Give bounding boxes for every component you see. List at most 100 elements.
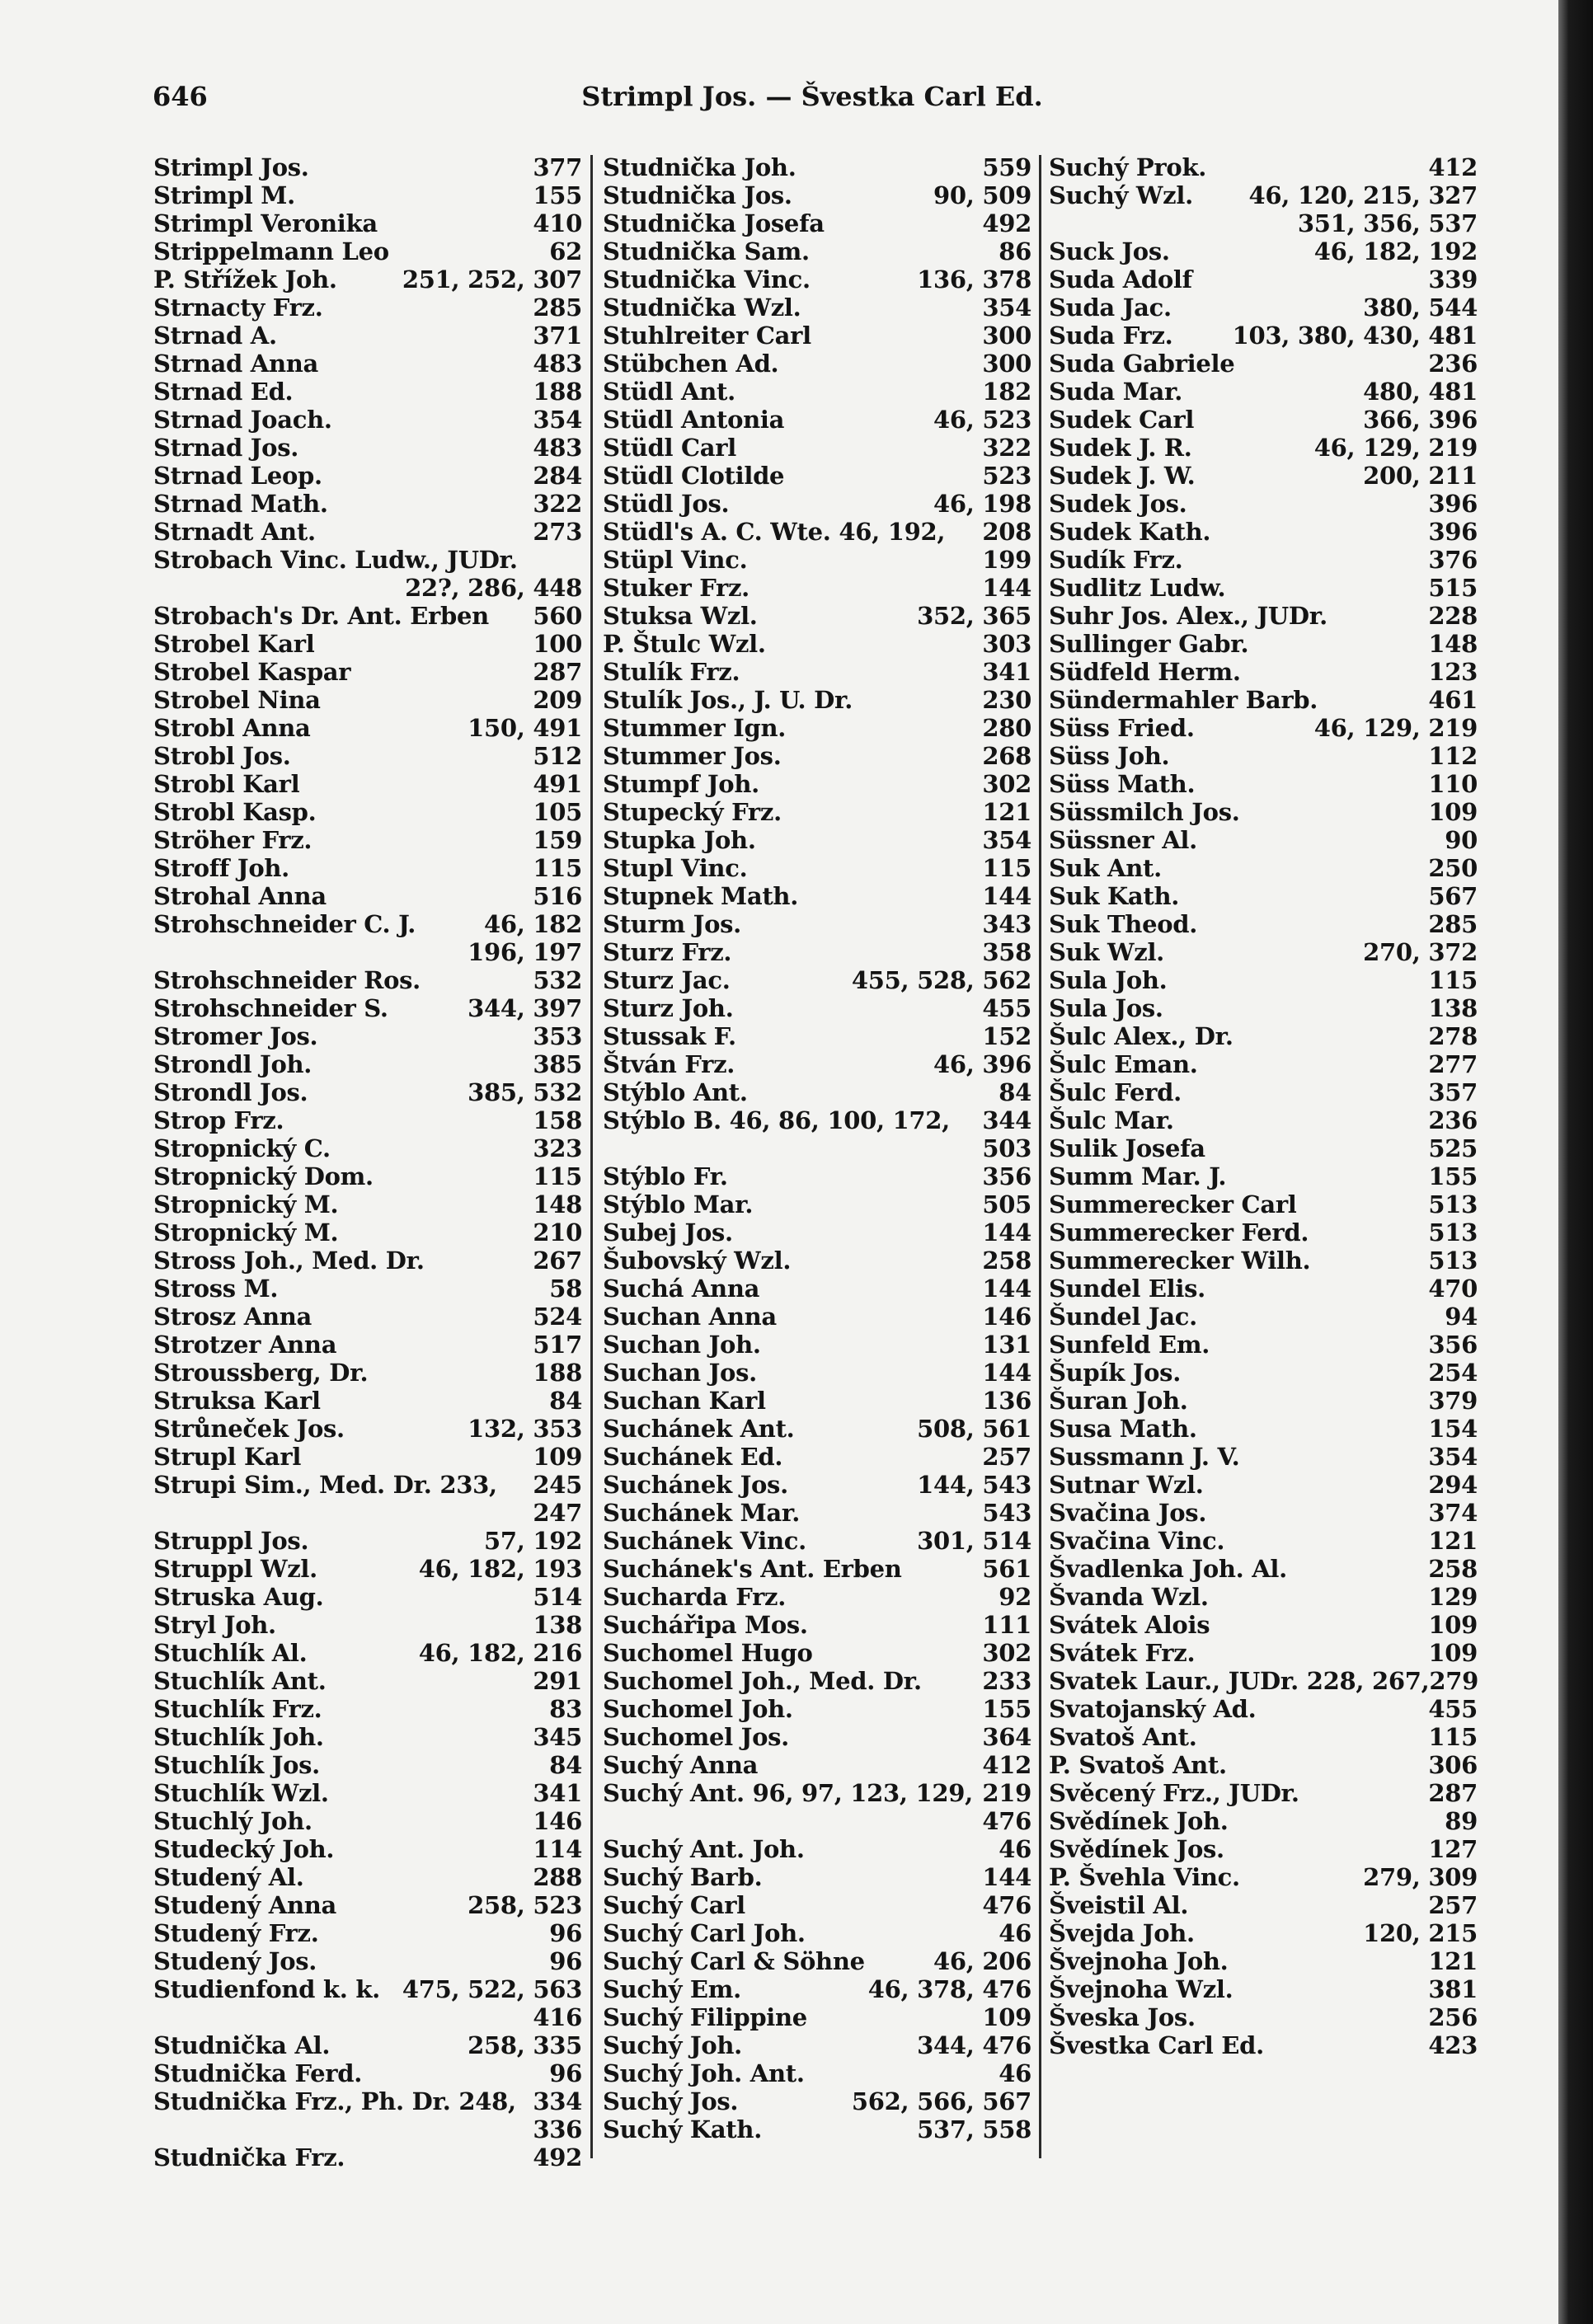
index-entry: Stuchlík Jos. 84 — [153, 1751, 582, 1779]
entry-pages: 277 — [1428, 1050, 1478, 1078]
entry-name: Stummer Jos. — [603, 742, 782, 770]
entry-name: Sundel Elis. — [1049, 1275, 1205, 1303]
entry-pages: 258 — [1428, 1555, 1478, 1583]
index-entry: Stýblo Fr. 356 — [603, 1162, 1031, 1190]
index-entry: Stýblo Ant. 84 — [603, 1078, 1031, 1106]
entry-name: Strnad A. — [153, 322, 277, 350]
index-entry-continuation: 336 — [153, 2115, 582, 2143]
entry-name: Suk Ant. — [1049, 854, 1162, 882]
entry-pages: 416 — [533, 2003, 582, 2031]
index-entry: Stulík Jos., J. U. Dr. 230 — [603, 686, 1031, 714]
entry-pages: 279, 309 — [1363, 1863, 1478, 1891]
entry-pages: 302 — [982, 770, 1031, 798]
entry-name: Strimpl M. — [153, 181, 295, 209]
index-entry: Stüdl Antonia 46, 523 — [603, 406, 1031, 434]
entry-pages: 109 — [533, 1443, 582, 1471]
entry-name: Südfeld Herm. — [1049, 658, 1241, 686]
index-entry: Sudek J. W. 200, 211 — [1049, 462, 1478, 490]
index-entry: Suchý Jos. 562, 566, 567 — [603, 2087, 1031, 2115]
entry-pages: 136 — [982, 1387, 1031, 1415]
index-entry: Sturz Jac. 455, 528, 562 — [603, 966, 1031, 994]
entry-name: Sudek Carl — [1049, 406, 1195, 434]
entry-pages: 148 — [1428, 630, 1478, 658]
entry-name: Stuchlík Frz. — [153, 1695, 322, 1723]
index-entry: Suhr Jos. Alex., JUDr. 228 — [1049, 602, 1478, 630]
entry-pages: 287 — [1428, 1779, 1478, 1807]
entry-pages: 46, 182, 193 — [418, 1555, 583, 1583]
entry-name: Sudek Kath. — [1049, 518, 1211, 546]
entry-name: Suchomel Joh. — [603, 1695, 793, 1723]
entry-pages: 188 — [533, 1359, 582, 1387]
index-entry: Suchan Karl 136 — [603, 1387, 1031, 1415]
entry-name: Stropnický C. — [153, 1134, 331, 1162]
entry-name: Stroff Joh. — [153, 854, 289, 882]
index-entry: Suda Adolf 339 — [1049, 265, 1478, 293]
entry-name: Stulík Jos., J. U. Dr. — [603, 686, 853, 714]
entry-name: Strobel Karl — [153, 630, 315, 658]
entry-name: Stüpl Vinc. — [603, 546, 748, 574]
entry-pages: 515 — [1428, 574, 1478, 602]
entry-name: Stupka Joh. — [603, 826, 756, 854]
index-entry: Suchý Filippine 109 — [603, 2003, 1031, 2031]
entry-name: Struska Aug. — [153, 1583, 324, 1611]
index-entry: Stummer Ign. 280 — [603, 714, 1031, 742]
entry-name: Strondl Jos. — [153, 1078, 308, 1106]
entry-pages: 354 — [533, 406, 582, 434]
entry-name: Stýblo B. 46, 86, 100, 172, — [603, 1106, 950, 1134]
entry-name: Šulc Eman. — [1049, 1050, 1198, 1078]
entry-pages: 287 — [533, 658, 582, 686]
entry-name: Strobel Kaspar — [153, 658, 351, 686]
entry-pages: 46 — [999, 1835, 1031, 1863]
index-entry: Suchánek's Ant. Erben 561 — [603, 1555, 1031, 1583]
entry-name: Suchý Joh. Ant. — [603, 2059, 805, 2087]
entry-name: Struksa Karl — [153, 1387, 321, 1415]
entry-name: Strobl Karl — [153, 770, 300, 798]
index-entry: Sturz Frz. 358 — [603, 938, 1031, 966]
entry-pages: 344, 397 — [468, 994, 582, 1022]
entry-pages: 96 — [549, 2059, 582, 2087]
entry-pages: 470 — [1428, 1275, 1478, 1303]
entry-name: Strohal Anna — [153, 882, 327, 910]
entry-name: Suchánek Ed. — [603, 1443, 783, 1471]
entry-name: Süss Math. — [1049, 770, 1196, 798]
entry-name: Strondl Joh. — [153, 1050, 312, 1078]
index-entry: Suchý Anna 412 — [603, 1751, 1031, 1779]
entry-pages: 381 — [1428, 1975, 1478, 2003]
entry-pages: 344, 476 — [917, 2031, 1031, 2059]
entry-name: Štván Frz. — [603, 1050, 735, 1078]
entry-name: Šulc Mar. — [1049, 1106, 1174, 1134]
index-entry: Stüdl Carl 322 — [603, 434, 1031, 462]
entry-pages: 89 — [1445, 1807, 1478, 1835]
entry-name: Švestka Carl Ed. — [1049, 2031, 1264, 2059]
entry-name: Stuchlík Wzl. — [153, 1779, 329, 1807]
entry-pages: 492 — [533, 2143, 582, 2171]
index-entry: Suchan Joh. 131 — [603, 1331, 1031, 1359]
entry-pages: 476 — [982, 1807, 1031, 1835]
entry-name: Suchý Barb. — [603, 1863, 763, 1891]
entry-name: P. Švehla Vinc. — [1049, 1863, 1240, 1891]
index-entry: Studený Al. 288 — [153, 1863, 582, 1891]
entry-pages: 357 — [1428, 1078, 1478, 1106]
entry-pages: 354 — [1428, 1443, 1478, 1471]
entry-name: Süssmilch Jos. — [1049, 798, 1240, 826]
index-entry: Sunfeld Em. 356 — [1049, 1331, 1478, 1359]
entry-name: Strotzer Anna — [153, 1331, 337, 1359]
entry-pages: 109 — [982, 2003, 1031, 2031]
entry-name: Studnička Ferd. — [153, 2059, 363, 2087]
index-entry: Stussak F. 152 — [603, 1022, 1031, 1050]
entry-name: Süssner Al. — [1049, 826, 1197, 854]
entry-name: Struppl Jos. — [153, 1527, 309, 1555]
entry-pages: 236 — [1428, 1106, 1478, 1134]
index-entry: Stübchen Ad. 300 — [603, 350, 1031, 378]
entry-name: Summerecker Ferd. — [1049, 1218, 1309, 1247]
index-entry: Suchomel Joh., Med. Dr. 233 — [603, 1667, 1031, 1695]
index-entry: Suchan Anna 146 — [603, 1303, 1031, 1331]
index-entry: Svatojanský Ad. 455 — [1049, 1695, 1478, 1723]
entry-pages: 46, 396 — [933, 1050, 1031, 1078]
entry-name: Studecký Joh. — [153, 1835, 335, 1863]
entry-name: Strupl Karl — [153, 1443, 302, 1471]
index-entry: Studnička Joh. 559 — [603, 153, 1031, 181]
entry-name: Šveistil Al. — [1049, 1891, 1189, 1919]
entry-name: Stüdl Ant. — [603, 378, 735, 406]
entry-pages: 278 — [1428, 1022, 1478, 1050]
